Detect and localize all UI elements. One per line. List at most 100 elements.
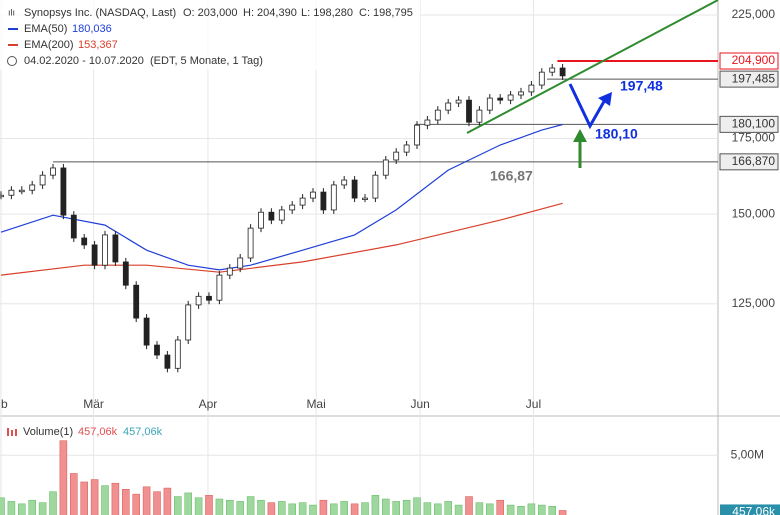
volume-legend-value: 457,06k xyxy=(78,426,118,438)
legend: ılı Synopsys Inc. (NASDAQ, Last) O: 203,… xyxy=(0,0,420,438)
level-box xyxy=(719,52,779,70)
volume-bar xyxy=(444,501,452,515)
candle xyxy=(112,234,119,263)
candle xyxy=(518,91,524,96)
candle xyxy=(559,67,566,77)
volume-bar xyxy=(506,504,515,515)
volume-bar xyxy=(361,502,369,515)
plot: 204,900 197,485 180,100 166,870 457,06k xyxy=(0,52,780,515)
legend-title: Synopsys Inc. (NASDAQ, Last) xyxy=(24,7,176,19)
volume-bar xyxy=(0,497,5,515)
candle xyxy=(445,102,452,111)
volume-bar xyxy=(101,485,109,515)
level-label: 204,900 xyxy=(732,53,776,67)
date-range: 04.02.2020 - 10.07.2020 xyxy=(24,55,144,67)
candle xyxy=(330,184,337,211)
volume-bar xyxy=(288,503,296,515)
volume-icon xyxy=(15,429,17,436)
clock-icon xyxy=(7,56,17,66)
volume-bar xyxy=(548,506,556,515)
volume-bar xyxy=(382,498,390,515)
volume-bar xyxy=(205,495,213,515)
volume-bar xyxy=(38,502,47,515)
candle xyxy=(455,99,462,104)
volume-bar xyxy=(49,491,57,515)
level-label: 166,870 xyxy=(732,154,776,168)
y-tick-label: 5,00M xyxy=(731,447,764,461)
x-tick-label: Mai xyxy=(306,397,325,411)
candle xyxy=(164,354,171,369)
candle xyxy=(341,179,348,186)
x-tick-label: Apr xyxy=(199,397,218,411)
legend-swatch xyxy=(8,28,18,30)
candle xyxy=(8,189,15,196)
volume-bar xyxy=(454,504,463,515)
candle xyxy=(528,84,535,93)
candle xyxy=(299,197,306,206)
candle xyxy=(497,97,504,101)
volume-bar xyxy=(163,487,172,515)
volume-bar xyxy=(538,504,546,515)
candle xyxy=(174,339,181,369)
candle xyxy=(60,167,67,216)
legend-entry: EMA(200) xyxy=(24,39,74,51)
candle xyxy=(393,151,400,161)
candle xyxy=(424,119,431,126)
candle xyxy=(351,179,358,199)
volume-legend: Volume(1) xyxy=(23,426,73,438)
volume-bar xyxy=(278,501,286,515)
volume-bar xyxy=(330,503,338,515)
candle xyxy=(237,257,244,269)
ema-line xyxy=(0,123,563,271)
candle xyxy=(549,67,556,73)
volume-bar xyxy=(142,486,151,515)
projection-arrow xyxy=(568,83,608,130)
volume-bar xyxy=(111,482,120,515)
volume-bar xyxy=(122,489,130,515)
volume-bar xyxy=(7,501,16,515)
legend-bg xyxy=(0,0,420,70)
candle xyxy=(486,97,493,111)
volume-bar xyxy=(246,496,255,515)
volume-bar xyxy=(496,499,504,515)
volume-bar xyxy=(194,497,203,515)
volume-bar xyxy=(402,499,411,515)
y-tick-label: 125,000 xyxy=(732,296,776,310)
candle xyxy=(476,109,483,123)
volume-icon xyxy=(7,428,9,436)
volume-bar xyxy=(298,502,307,515)
candle xyxy=(538,71,545,86)
volume-bar xyxy=(475,502,484,515)
candle xyxy=(466,99,472,123)
volume-icon xyxy=(11,430,13,436)
candle xyxy=(362,197,368,200)
ohlc: O: 203,000 xyxy=(183,7,237,19)
candle xyxy=(154,344,160,356)
volume-bar xyxy=(340,501,348,515)
ohlc: L: 198,280 xyxy=(301,7,353,19)
y-tick-label: 175,000 xyxy=(732,131,776,145)
x-tick-label: b xyxy=(1,397,8,411)
volume-bar xyxy=(434,503,442,515)
range-info: (EDT, 5 Monate, 1 Tag) xyxy=(150,55,263,67)
y-tick-label: 225,000 xyxy=(732,7,776,21)
volume-bar xyxy=(465,496,473,515)
candle xyxy=(403,144,410,153)
candle xyxy=(133,284,140,319)
volume-bar xyxy=(132,493,140,515)
y-tick-label: 150,000 xyxy=(732,206,776,220)
candle xyxy=(310,191,316,199)
candle xyxy=(50,167,56,176)
volume-bar xyxy=(267,502,276,515)
candle xyxy=(289,204,296,211)
candle xyxy=(320,191,327,211)
volume-bar xyxy=(350,503,359,515)
ohlc: C: 198,795 xyxy=(359,7,413,19)
volume-bar xyxy=(413,497,421,515)
volume-bar xyxy=(80,481,88,515)
level-box xyxy=(719,153,779,171)
candle xyxy=(29,184,36,191)
x-tick-label: Mär xyxy=(83,397,104,411)
volume-bar xyxy=(527,503,536,515)
